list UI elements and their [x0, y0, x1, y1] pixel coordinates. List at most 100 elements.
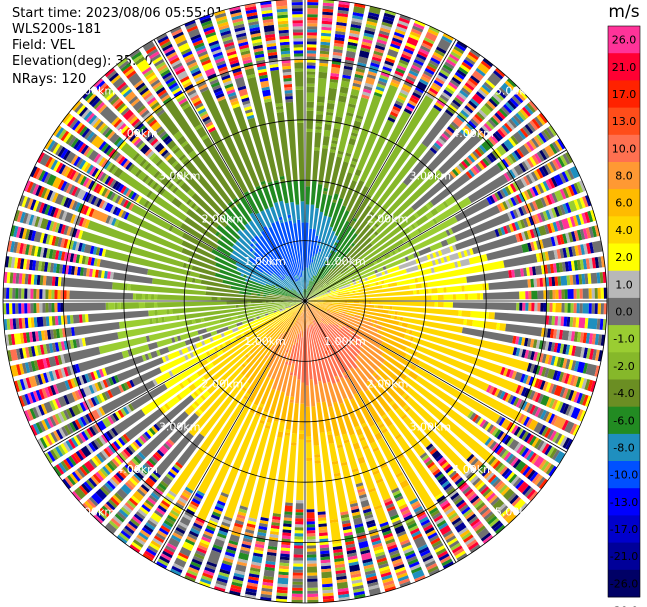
ppi-gate	[60, 302, 64, 312]
ppi-gate	[141, 433, 150, 442]
ppi-gate	[588, 257, 594, 269]
ppi-gate	[292, 584, 303, 588]
ppi-gate	[398, 17, 410, 24]
ppi-gate	[257, 293, 261, 296]
ppi-gate	[337, 590, 349, 596]
ppi-gate	[411, 530, 422, 538]
ppi-gate	[112, 77, 125, 89]
ppi-gate	[332, 54, 342, 60]
ppi-gate	[125, 161, 133, 170]
ppi-gate	[478, 109, 488, 119]
ppi-gate	[408, 70, 419, 77]
ppi-gate	[346, 546, 356, 552]
ppi-gate	[492, 132, 501, 142]
ppi-gate	[220, 30, 231, 37]
ppi-gate	[354, 117, 363, 123]
ppi-gate	[284, 274, 300, 294]
ppi-gate	[311, 307, 330, 325]
ppi-gate	[413, 222, 419, 228]
ppi-gate	[510, 475, 520, 486]
ppi-gate	[488, 312, 495, 320]
ppi-gate	[194, 102, 204, 110]
ppi-gate	[359, 301, 363, 304]
ppi-gate	[315, 129, 322, 133]
ppi-gate	[318, 248, 322, 252]
ppi-gate	[369, 282, 376, 287]
ppi-gate	[548, 193, 556, 204]
ppi-gate	[38, 404, 45, 416]
ppi-gate	[306, 457, 313, 462]
colorbar-tick-label: 0.0	[615, 306, 633, 319]
ppi-gate	[231, 206, 248, 226]
ppi-gate	[332, 312, 379, 333]
range-label: 5.00km	[74, 84, 116, 97]
ppi-gate	[130, 165, 140, 176]
ppi-gate	[600, 287, 604, 299]
ppi-gate	[202, 572, 214, 579]
ppi-gate	[136, 534, 147, 543]
ppi-gate	[393, 492, 403, 499]
ppi-gate	[334, 242, 338, 246]
ppi-gate	[499, 391, 506, 400]
ppi-gate	[74, 187, 81, 198]
ppi-gate	[25, 347, 30, 358]
ppi-gate	[35, 389, 42, 401]
ppi-gate	[364, 569, 376, 576]
ppi-gate	[437, 456, 446, 465]
ppi-gate	[129, 49, 141, 58]
ppi-gate	[111, 376, 117, 385]
ppi-gate	[33, 303, 37, 314]
ppi-gate	[52, 384, 59, 395]
ppi-gate	[546, 429, 555, 440]
ppi-gate	[16, 257, 22, 269]
range-label: 5.00km	[74, 506, 116, 519]
ppi-gate	[7, 350, 13, 362]
ppi-gate	[113, 409, 146, 435]
ppi-gate	[578, 274, 583, 285]
ppi-gate	[73, 377, 79, 387]
ppi-gate	[356, 354, 375, 375]
ppi-gate	[178, 497, 188, 505]
ppi-gate	[27, 288, 31, 299]
ppi-gate	[452, 494, 462, 503]
ppi-gate	[416, 289, 420, 295]
ppi-gate	[536, 151, 545, 162]
ppi-gate	[227, 201, 234, 207]
ppi-gate	[190, 94, 200, 102]
ppi-gate	[307, 14, 318, 18]
ppi-gate	[46, 329, 52, 340]
ppi-gate	[513, 93, 524, 104]
ppi-gate	[274, 286, 278, 289]
ppi-gate	[352, 582, 363, 587]
ppi-gate	[567, 289, 574, 299]
ppi-gate	[158, 111, 180, 136]
ppi-gate	[350, 160, 357, 166]
ppi-gate	[229, 59, 239, 65]
ppi-gate	[309, 305, 322, 319]
ppi-gate	[24, 317, 29, 329]
ppi-gate	[360, 284, 370, 289]
ppi-gate	[186, 198, 192, 206]
ppi-gate	[190, 67, 200, 75]
ppi-gate	[472, 414, 479, 423]
ppi-gate	[397, 533, 409, 543]
ppi-gate	[130, 443, 138, 452]
ppi-gate	[292, 575, 303, 579]
ppi-gate	[551, 192, 558, 203]
ppi-gate	[325, 252, 332, 262]
ppi-gate	[599, 272, 604, 284]
ppi-gate	[529, 202, 536, 212]
ppi-gate	[400, 414, 408, 420]
ppi-gate	[448, 228, 454, 235]
ppi-gate	[216, 239, 234, 253]
ppi-gate	[256, 59, 266, 65]
ppi-gate	[523, 432, 532, 443]
ppi-gate	[338, 95, 347, 103]
ppi-gate	[247, 318, 255, 323]
ppi-gate	[307, 287, 333, 300]
ppi-gate	[160, 69, 171, 77]
ppi-gate	[468, 515, 479, 525]
ppi-gate	[63, 238, 69, 249]
ppi-gate	[503, 139, 514, 151]
ppi-gate	[262, 301, 266, 303]
